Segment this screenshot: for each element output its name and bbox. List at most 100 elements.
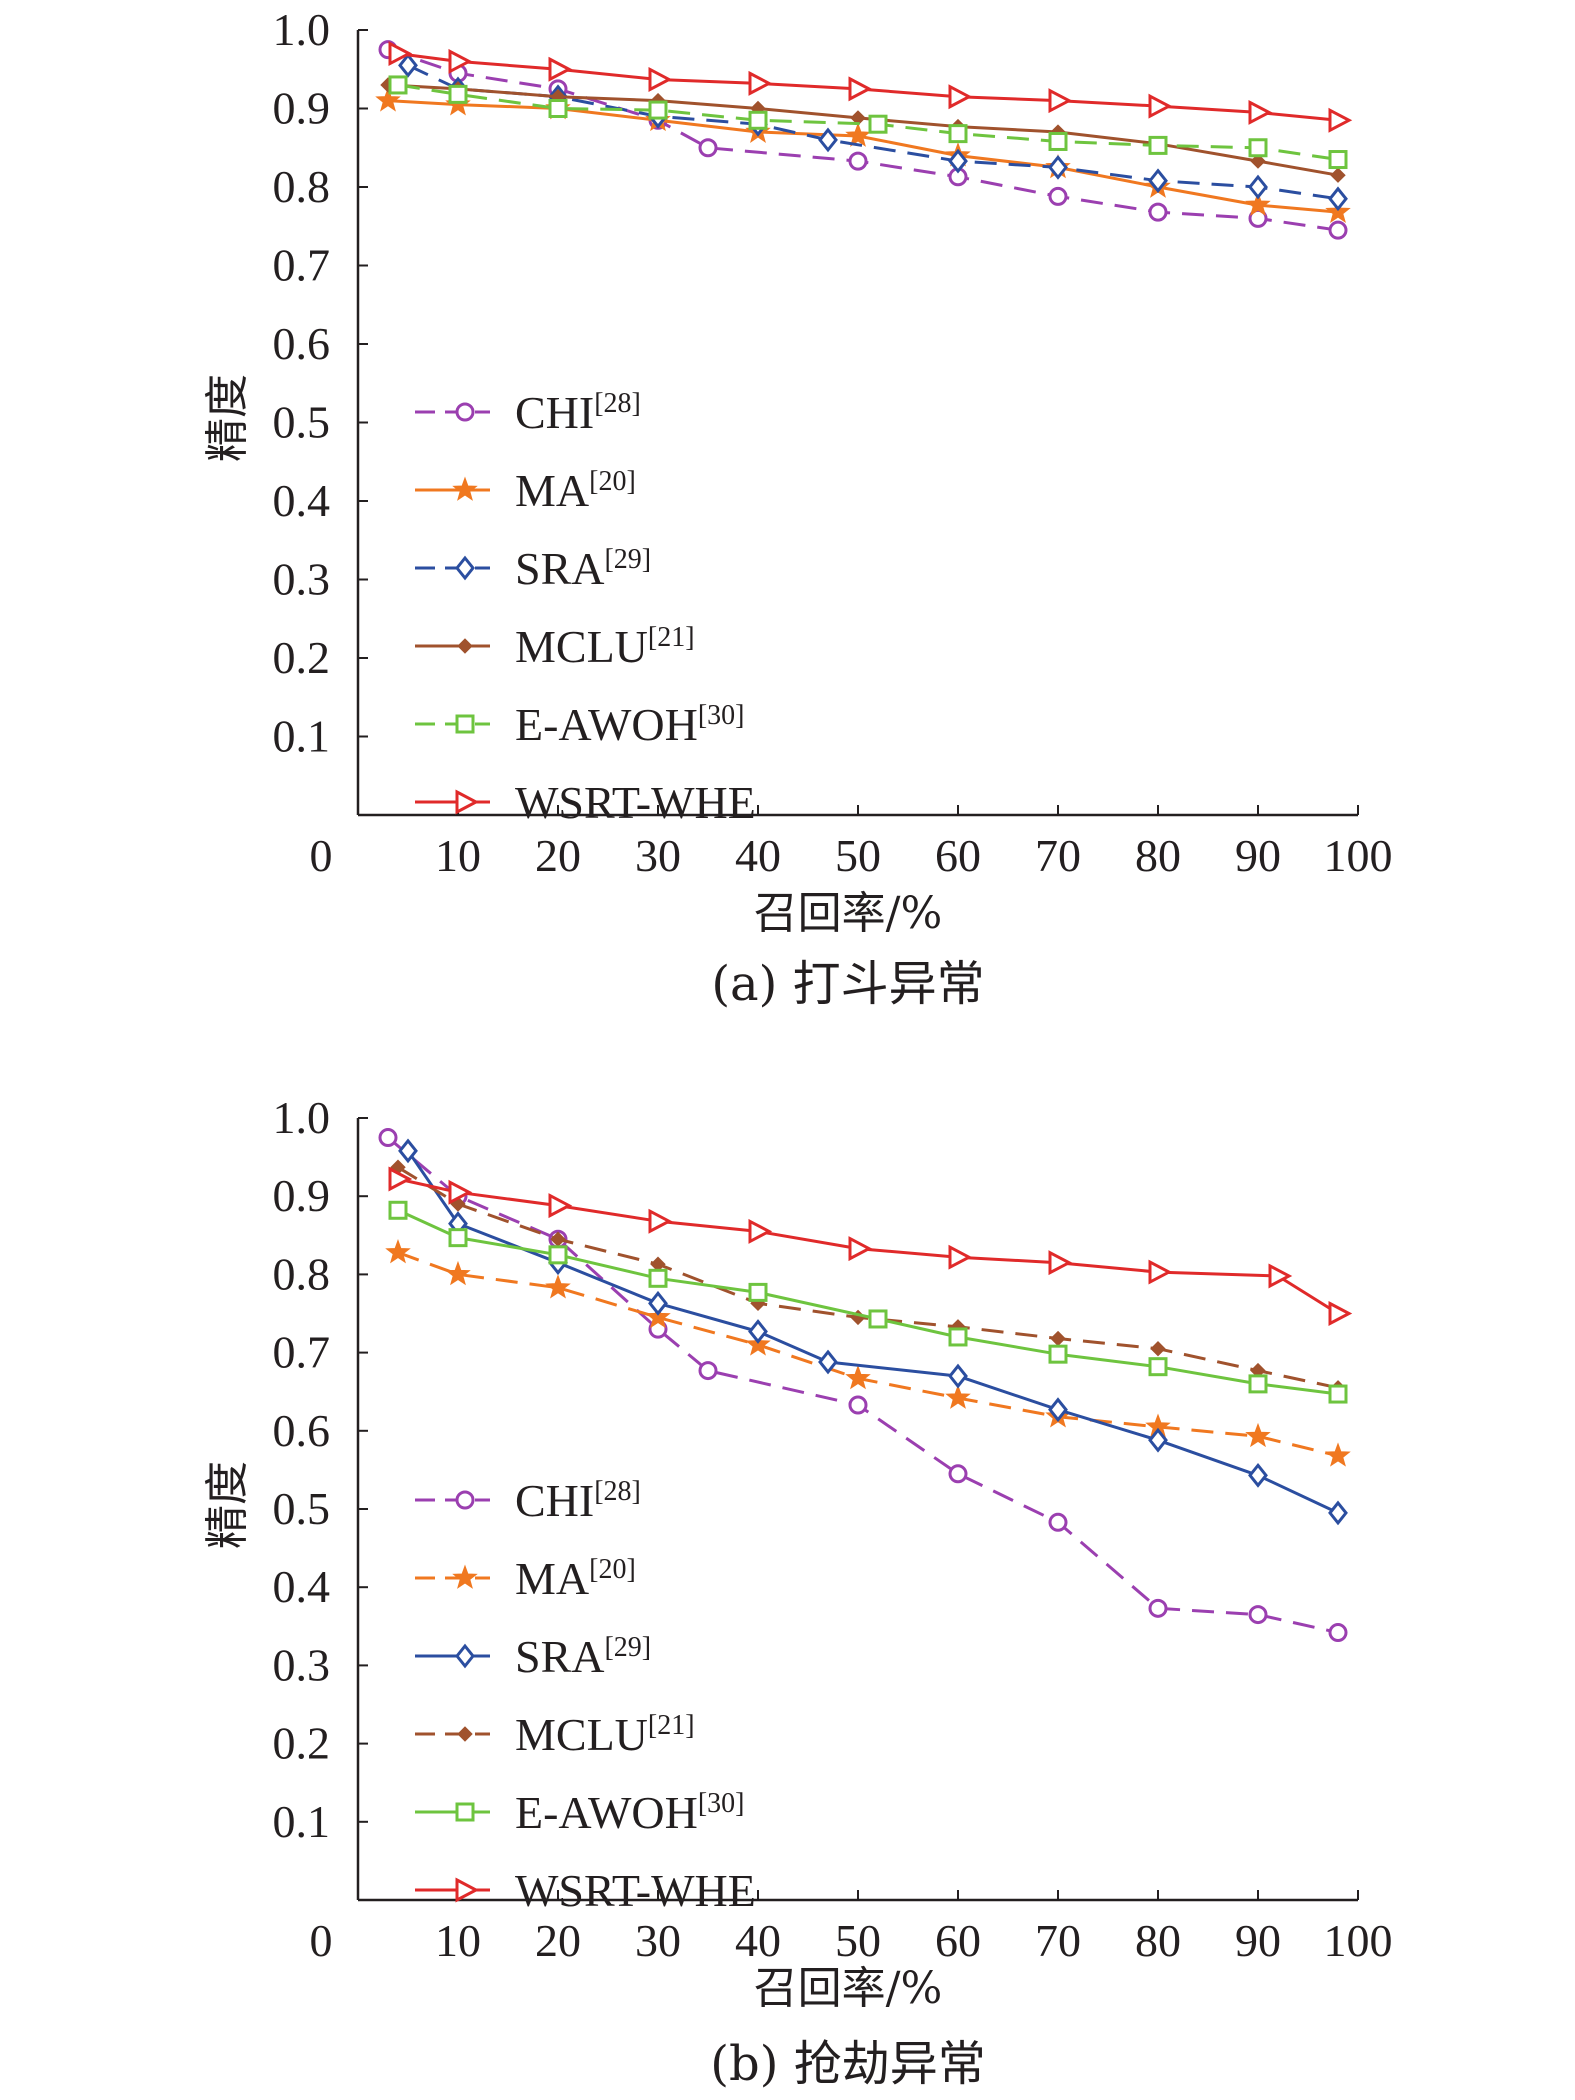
legend-item-wsrt-whe-b: WSRT-WHE xyxy=(415,1865,756,1916)
data-point-wsrt-whe-b xyxy=(1268,1263,1293,1289)
series-line-mclu-b xyxy=(397,1166,1339,1390)
data-point-wsrt-whe-b xyxy=(648,1208,673,1234)
data-point-e-awoh-b xyxy=(388,1200,408,1220)
data-point-sra-b xyxy=(818,1349,838,1375)
legend-name: SRA xyxy=(515,543,604,594)
data-point-wsrt-whe-b xyxy=(1048,1250,1073,1276)
data-point-e-awoh-b xyxy=(448,1228,468,1248)
legend-item-ma-b: MA[20] xyxy=(415,1553,636,1604)
legend-label-ma-a: MA[20] xyxy=(515,465,636,516)
legend-item-chi-b: CHI[28] xyxy=(415,1475,641,1526)
legend-label-e-awoh-b: E-AWOH[30] xyxy=(515,1787,744,1838)
data-point-e-awoh-a xyxy=(748,110,768,130)
data-point-chi-a xyxy=(848,151,868,171)
legend-label-sra-a: SRA[29] xyxy=(515,543,651,594)
axes-a: 0.1 0.2 0.3 0.4 0.5 0.6 0.7 0.8 0.9 1.0 0 10 20 30 40 5… xyxy=(273,4,1393,881)
y-tick-label-a: 0.1 xyxy=(273,711,331,762)
series-wsrt-whe-a xyxy=(388,41,1353,133)
data-point-sra-a xyxy=(948,148,968,174)
legend-name: CHI xyxy=(515,1475,594,1526)
data-point-e-awoh-a xyxy=(388,75,408,95)
x-tick-label-b: 0 xyxy=(310,1915,333,1966)
data-point-e-awoh-a xyxy=(448,84,468,104)
x-tick-label-a: 80 xyxy=(1135,830,1181,881)
data-point-e-awoh-b xyxy=(868,1309,888,1329)
legend-a: CHI[28] MA[20] SRA[29] MCLU[21] E-AWOH[30] WS… xyxy=(415,387,756,828)
legend-marker-ma-b xyxy=(452,1564,478,1589)
data-point-e-awoh-b xyxy=(648,1268,668,1288)
x-tick-label-a: 60 xyxy=(935,830,981,881)
series-e-awoh-b xyxy=(388,1200,1348,1404)
legend-item-sra-a: SRA[29] xyxy=(415,543,651,594)
y-tick-label-b: 0.1 xyxy=(273,1796,331,1847)
data-point-sra-b xyxy=(748,1319,768,1344)
data-point-wsrt-whe-a xyxy=(548,56,573,82)
data-point-wsrt-whe-a xyxy=(1248,99,1273,125)
data-point-chi-b xyxy=(848,1395,868,1415)
legend-label-sra-b: SRA[29] xyxy=(515,1631,651,1682)
legend-ref: [30] xyxy=(698,1788,745,1819)
legend-ref: [21] xyxy=(648,1710,695,1741)
data-point-wsrt-whe-a xyxy=(388,41,413,67)
legend-label-chi-a: CHI[28] xyxy=(515,387,641,438)
series-layer-a xyxy=(375,40,1353,240)
x-tick-label-a: 40 xyxy=(735,830,781,881)
data-point-chi-a xyxy=(698,138,718,158)
legend-marker-sra-b xyxy=(455,1643,475,1669)
x-tick-label-a: 10 xyxy=(435,830,481,881)
series-line-wsrt-whe-b xyxy=(397,1177,1339,1315)
series-e-awoh-a xyxy=(388,75,1348,170)
x-tick-label-a: 90 xyxy=(1235,830,1281,881)
legend-label-ma-b: MA[20] xyxy=(515,1553,636,1604)
x-tick-label-b: 70 xyxy=(1035,1915,1081,1966)
data-point-sra-a xyxy=(1328,186,1348,212)
data-point-ma-b xyxy=(385,1239,411,1264)
data-point-mclu-b xyxy=(1150,1340,1166,1357)
data-point-sra-b xyxy=(648,1290,668,1316)
axes-b: 0.1 0.2 0.3 0.4 0.5 0.6 0.7 0.8 0.9 1.0 0 10 20 30 40 5… xyxy=(273,1092,1393,1966)
data-point-ma-b xyxy=(545,1274,571,1299)
data-point-mclu-a xyxy=(1250,153,1266,169)
data-point-e-awoh-b xyxy=(1048,1344,1068,1364)
y-tick-label-a: 0.6 xyxy=(273,318,331,369)
y-tick-label-b: 0.5 xyxy=(273,1483,331,1534)
legend-b: CHI[28] MA[20] SRA[29] MCLU[21] E-AWOH[30] WS… xyxy=(415,1475,756,1916)
data-point-e-awoh-a xyxy=(648,100,668,120)
data-point-ma-b xyxy=(1325,1442,1351,1467)
y-tick-label-b: 0.2 xyxy=(273,1718,331,1769)
data-point-wsrt-whe-b xyxy=(1328,1301,1353,1326)
legend-item-e-awoh-a: E-AWOH[30] xyxy=(415,699,744,750)
legend-label-mclu-b: MCLU[21] xyxy=(515,1709,695,1760)
legend-item-e-awoh-b: E-AWOH[30] xyxy=(415,1787,744,1838)
data-point-ma-b xyxy=(445,1260,471,1286)
x-tick-label-a: 30 xyxy=(635,830,681,881)
data-point-e-awoh-b xyxy=(748,1282,768,1302)
data-point-wsrt-whe-b xyxy=(948,1244,973,1270)
x-axis-label-b: 召回率/% xyxy=(754,1963,943,2014)
legend-name: CHI xyxy=(515,387,594,438)
legend-ref: [28] xyxy=(594,388,641,419)
y-tick-label-a: 0.2 xyxy=(273,632,331,683)
data-point-sra-a xyxy=(818,127,838,153)
chart-panel-a: 0.1 0.2 0.3 0.4 0.5 0.6 0.7 0.8 0.9 1.0 0 10 20 30 40 5… xyxy=(202,4,1393,1012)
legend-marker-mclu-a xyxy=(457,638,473,654)
data-point-sra-a xyxy=(1048,154,1068,180)
data-point-sra-a xyxy=(1248,174,1268,200)
legend-label-wsrt-whe-b: WSRT-WHE xyxy=(515,1865,756,1916)
y-tick-label-b: 0.6 xyxy=(273,1405,331,1456)
y-tick-label-a: 0.8 xyxy=(273,161,331,212)
data-point-e-awoh-b xyxy=(548,1245,568,1265)
data-point-chi-b xyxy=(698,1361,718,1381)
data-point-sra-b xyxy=(398,1138,418,1164)
data-point-chi-a xyxy=(1048,186,1068,206)
x-tick-label-b: 80 xyxy=(1135,1915,1181,1966)
data-point-e-awoh-a xyxy=(868,114,888,134)
data-point-ma-b xyxy=(845,1364,871,1390)
x-tick-label-b: 90 xyxy=(1235,1915,1281,1966)
legend-ref: [20] xyxy=(589,466,636,497)
legend-marker-wsrt-whe-a xyxy=(455,789,480,815)
data-point-e-awoh-b xyxy=(1328,1384,1348,1404)
legend-name: E-AWOH xyxy=(515,1787,698,1838)
data-point-chi-b xyxy=(1328,1623,1348,1643)
legend-ref: [30] xyxy=(698,700,745,731)
